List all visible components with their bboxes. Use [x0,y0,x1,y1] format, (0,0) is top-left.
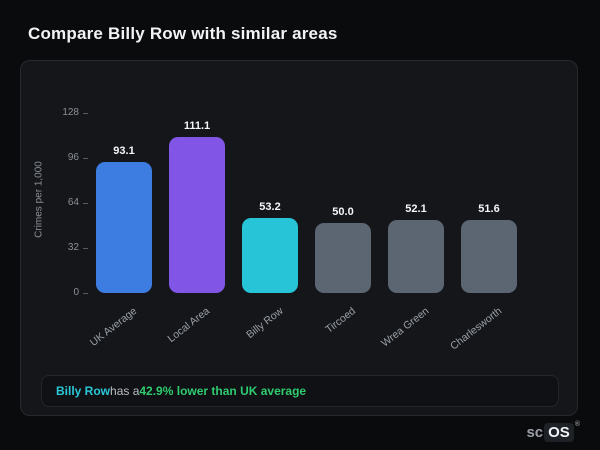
bar-value-label: 93.1 [113,145,135,158]
y-tick-mark [83,113,88,114]
bar-value-label: 51.6 [478,203,500,216]
logo-prefix: sc [526,424,544,441]
bar-value-label: 50.0 [332,205,354,218]
y-tick-label: 128 [62,107,79,118]
logo-suffix: OS [544,423,574,442]
y-tick-label: 32 [67,242,79,253]
bar-tircoed[interactable] [315,222,371,293]
y-tick-label: 64 [67,197,79,208]
bar-uk-average[interactable] [96,162,152,293]
x-axis-label: Wrea Green [379,305,432,350]
bar-value-label: 52.1 [405,202,427,215]
y-tick-mark [83,248,88,249]
y-tick-mark [83,293,88,294]
note-middle-text: has a [110,384,140,398]
bar-charlesworth[interactable] [461,220,517,293]
x-axis-label: Billy Row [243,305,286,342]
bar-value-label: 111.1 [183,119,211,132]
x-axis-label: Local Area [165,305,213,346]
x-axis-label: Tircoed [323,305,359,336]
registered-mark: ® [574,421,580,428]
y-tick-mark [83,203,88,204]
y-tick-label: 0 [73,287,79,298]
bar-value-label: 53.2 [259,201,281,214]
bar-local-area[interactable] [169,136,225,293]
chart-card: Crimes per 1,000 0 32 64 96 128 93.1 UK Averag… [20,60,578,416]
bar-billy-row[interactable] [242,218,298,293]
y-tick-mark [83,158,88,159]
note-highlight-text: 42.9% lower than UK average [139,384,307,398]
note-area-name: Billy Row [56,384,111,398]
x-axis-label: UK Average [87,305,140,349]
y-tick-label: 96 [67,152,79,163]
plot-area: 0 32 64 96 128 93.1 UK Average 111.1 Local Area 5… [21,61,577,415]
comparison-note: Billy Row has a 42.9% lower than UK aver… [41,375,559,407]
page-title: Compare Billy Row with similar areas [28,24,338,43]
bar-wrea-green[interactable] [388,219,444,293]
x-axis-label: Charlesworth [448,305,505,353]
scos-logo: sc OS ® [526,421,580,442]
